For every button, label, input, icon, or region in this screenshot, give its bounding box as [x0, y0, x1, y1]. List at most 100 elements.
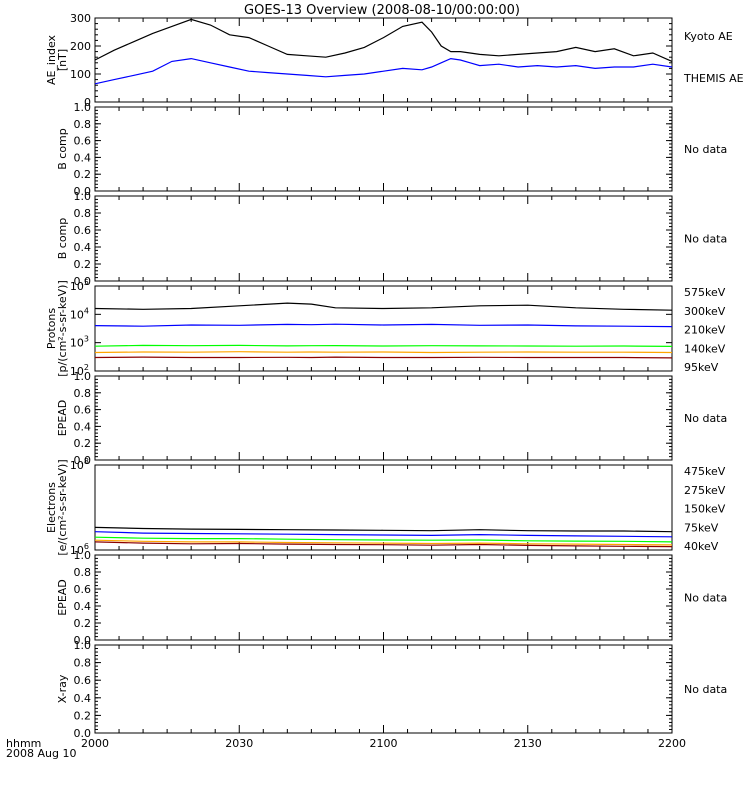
- y-tick-label: 200: [70, 40, 91, 53]
- y-tick-label: 0.8: [74, 118, 92, 131]
- no-data-label: No data: [684, 683, 727, 696]
- y-tick-label: 300: [70, 12, 91, 25]
- x-tick-label: 2130: [514, 737, 542, 750]
- legend-entry: 300keV: [684, 305, 726, 318]
- x-tick-label: 2200: [658, 737, 686, 750]
- no-data-label: No data: [684, 592, 727, 605]
- y-tick-label: 1.0: [74, 101, 92, 114]
- time-axis-corner-label-hhmm: hhmm: [6, 737, 41, 750]
- y-tick-label: 100: [70, 68, 91, 81]
- y-tick-label: 0.2: [74, 709, 92, 722]
- y-tick-label: 0.0: [74, 727, 92, 740]
- y-tick-label: 108: [70, 457, 89, 472]
- y-axis-label: [e/(cm²-s-sr-keV)]: [56, 459, 69, 555]
- y-tick-label: 0.2: [74, 437, 92, 450]
- panel-frame: [94, 195, 673, 282]
- y-tick-label: 0.4: [74, 420, 92, 433]
- time-axis: hhmm 2008 Aug 10 2000 2030 2100 2130 2200: [6, 737, 686, 760]
- y-axis-label: AE_index: [45, 34, 58, 85]
- series-line-95kev: [94, 302, 673, 311]
- series-line-300kev: [94, 351, 673, 354]
- series-line-575kev: [94, 356, 673, 359]
- legend-entry: 75keV: [684, 521, 719, 534]
- x-tick-label: 2100: [370, 737, 398, 750]
- legend-entry: 150keV: [684, 503, 726, 516]
- legend-entry: 475keV: [684, 465, 726, 478]
- y-tick-label: 0.6: [74, 135, 92, 148]
- series-line-140kev: [94, 323, 673, 328]
- x-tick-label: 2000: [81, 737, 109, 750]
- panel-frame: [94, 106, 673, 192]
- y-tick-label: 0.2: [74, 617, 92, 630]
- figure-title: GOES-13 Overview (2008-08-10/00:00:00): [244, 3, 520, 18]
- y-tick-label: 0.8: [74, 566, 92, 579]
- y-axis-label: Protons: [45, 308, 58, 349]
- y-axis-label: EPEAD: [56, 579, 69, 616]
- y-axis-label: [nT]: [56, 49, 69, 71]
- y-tick-label: 104: [70, 306, 89, 321]
- no-data-label: No data: [684, 233, 727, 246]
- y-axis-label: B comp: [56, 218, 69, 260]
- panel-8: 0.0 0.2 0.4 0.6 0.8 1.0 X-ray No data: [56, 639, 727, 740]
- y-tick-label: 0.2: [74, 168, 92, 181]
- y-tick-label: 0.8: [74, 657, 92, 670]
- x-tick-label: 2030: [225, 737, 253, 750]
- panel-frame: [94, 554, 673, 641]
- y-axis-label: EPEAD: [56, 400, 69, 437]
- y-axis-label: B comp: [56, 128, 69, 170]
- y-tick-label: 103: [70, 335, 89, 350]
- series-line-themis-ae: [94, 57, 673, 85]
- y-tick-label: 0.4: [74, 241, 92, 254]
- y-tick-label: 0.8: [74, 387, 92, 400]
- legend-entry: 95keV: [684, 361, 719, 374]
- panel-1: 0 100 200 300 AE_index[nT] Kyoto AE THEMIS AE: [45, 12, 744, 109]
- y-tick-label: 0.4: [74, 151, 92, 164]
- legend-entry: 275keV: [684, 484, 726, 497]
- legend-entry: 575keV: [684, 286, 726, 299]
- panel-frame: [94, 464, 673, 551]
- legend-entry: THEMIS AE: [683, 72, 744, 85]
- panel-frame: [94, 644, 673, 734]
- y-axis-label: [p/(cm²-s-sr-keV)]: [56, 280, 69, 377]
- y-tick-label: 0.6: [74, 674, 92, 687]
- y-tick-label: 0.6: [74, 224, 92, 237]
- legend-entry: 40keV: [684, 540, 719, 553]
- y-tick-label: 0.6: [74, 583, 92, 596]
- panel-2: 0.0 0.2 0.4 0.6 0.8 1.0 B comp No data: [56, 101, 727, 198]
- series-line-40kev: [94, 526, 673, 533]
- y-tick-label: 0.4: [74, 600, 92, 613]
- series-line-75kev: [94, 531, 673, 538]
- y-tick-label: 0.4: [74, 692, 92, 705]
- y-tick-label: 0.0: [74, 275, 92, 288]
- series-line-150kev: [94, 536, 673, 543]
- y-tick-label: 0: [84, 96, 91, 109]
- y-tick-label: 0.6: [74, 404, 92, 417]
- y-tick-label: 0.0: [74, 185, 92, 198]
- series-line-275kev: [94, 539, 673, 546]
- series-line-210kev: [94, 344, 673, 347]
- no-data-label: No data: [684, 412, 727, 425]
- y-tick-label: 105: [70, 278, 89, 293]
- panel-frame: [94, 285, 673, 372]
- panel-frame: [94, 375, 673, 461]
- panel-3: 0.0 0.2 0.4 0.6 0.8 1.0 B comp No data: [56, 190, 727, 288]
- y-tick-label: 1.0: [74, 370, 92, 383]
- legend-entry: 210keV: [684, 324, 726, 337]
- legend-entry: Kyoto AE: [684, 30, 733, 43]
- series-line-475kev: [94, 541, 673, 548]
- y-tick-label: 1.0: [74, 190, 92, 203]
- y-tick-label: 1.0: [74, 639, 92, 652]
- panel-7: 0.0 0.2 0.4 0.6 0.8 1.0 EPEAD No data: [56, 549, 727, 647]
- y-axis-label: Electrons: [45, 482, 58, 533]
- series-line-kyoto-ae: [94, 18, 673, 62]
- y-tick-label: 0.0: [74, 634, 92, 647]
- y-tick-label: 0.0: [74, 454, 92, 467]
- y-tick-label: 0.8: [74, 207, 92, 220]
- panel-5: 0.0 0.2 0.4 0.6 0.8 1.0 EPEAD No data: [56, 370, 727, 467]
- y-tick-label: 0.2: [74, 258, 92, 271]
- y-tick-label: 1.0: [74, 549, 92, 562]
